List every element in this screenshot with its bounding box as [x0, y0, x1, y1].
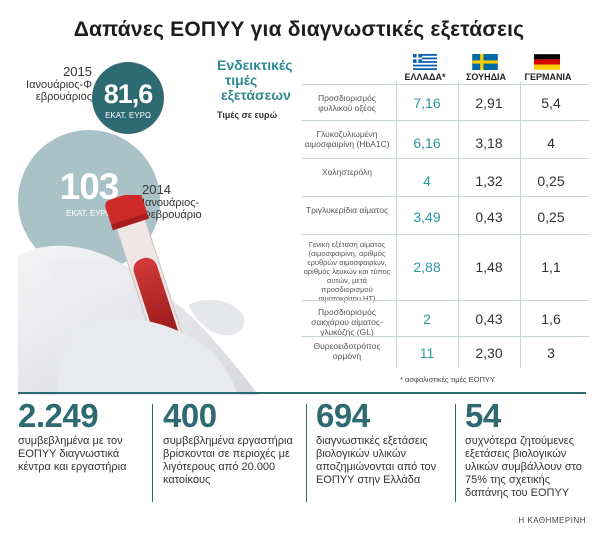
table-row: Χοληστερόλη 4 1,32 0,25 [301, 158, 589, 197]
indicative-title-line2: τιμές [225, 72, 258, 88]
column-header-germany: ΓΕΡΜΑΝΙΑ [524, 72, 572, 82]
stat-block: 54 συχνότερα ζητούμενες εξετάσεις βιολογ… [465, 398, 590, 500]
stat-block: 2.249 συμβεβλημένα με τον ΕΟΠΥΥ διαγνωστ… [18, 398, 146, 474]
table-row: Θυρεοειδοτρόπος ορμόνη 11 2,30 3 [301, 336, 589, 369]
indicative-prices-title: Ενδεικτικές τιμές εξετάσεων [217, 58, 293, 103]
table-row: Γλυκοζυλιωμένη αιμοσφαιρίνη (HbA1C) 6,16… [301, 120, 589, 159]
stat-text: συχνότερα ζητούμενες εξετάσεις βιολογικώ… [465, 435, 582, 499]
indicative-title-line3: εξετάσεων [221, 87, 291, 103]
year-label-2015: 2015 Ιανουάριος-Φεβρουάριος [18, 64, 92, 103]
germany-flag-icon [534, 54, 560, 70]
table-row: Προσδιορισμός φυλλικού οξέος 7,16 2,91 5… [301, 84, 589, 121]
row-label: Προσδιορισμός φυλλικού οξέος [318, 93, 376, 113]
value-germany: 0,25 [537, 209, 565, 225]
value-sweden: 2,91 [475, 95, 503, 111]
year-2014: 2014 [142, 182, 171, 197]
value-sweden: 0,43 [475, 209, 503, 225]
divider-line [18, 392, 586, 394]
stat-text: συμβεβλημένα εργαστήρια βρίσκονται σε πε… [163, 435, 293, 486]
row-label: Τριγλυκερίδια αίματος [305, 205, 389, 215]
column-divider [520, 82, 521, 368]
footnote: * ασφαλιστικές τιμές ΕΟΠΥΥ [400, 375, 495, 384]
value-greece: 6,16 [413, 135, 441, 151]
sweden-flag-icon [472, 54, 498, 70]
unit-2014: ΕΚΑΤ. ΕΥΡΩ [66, 209, 112, 218]
value-germany: 5,4 [541, 95, 561, 111]
column-divider [455, 404, 456, 502]
value-greece: 11 [419, 345, 435, 361]
stat-block: 694 διαγνωστικές εξετάσεις βιολογικών υλ… [316, 398, 448, 487]
stat-text: διαγνωστικές εξετάσεις βιολογικών υλικών… [316, 435, 437, 486]
period-2015: Ιανουάριος-Φεβρουάριος [26, 79, 92, 103]
table-row: Τριγλυκερίδια αίματος 3,49 0,43 0,25 [301, 196, 589, 235]
stat-value: 694 [316, 397, 370, 434]
value-germany: 1,1 [541, 259, 561, 275]
row-label: Γλυκοζυλιωμένη αιμοσφαιρίνη (HbA1C) [304, 129, 390, 149]
value-germany: 3 [547, 345, 555, 361]
column-header-greece: ΕΛΛΑΔΑ* [404, 72, 446, 82]
stat-block: 400 συμβεβλημένα εργαστήρια βρίσκονται σ… [163, 398, 298, 487]
value-germany: 4 [547, 135, 555, 151]
table-row: Προσδιορισμός σακχάρου αίματος-γλυκόζης … [301, 300, 589, 337]
indicative-subtitle: Τιμές σε ευρώ [217, 110, 278, 120]
indicative-title-line1: Ενδεικτικές [217, 57, 293, 73]
row-label: Χοληστερόλη [322, 167, 372, 177]
row-label: Θυρεοειδοτρόπος ορμόνη [313, 341, 381, 361]
page-title: Δαπάνες ΕΟΠΥΥ για διαγνωστικές εξετάσεις [73, 18, 525, 41]
stat-text: συμβεβλημένα με τον ΕΟΠΥΥ διαγνωστικά κέ… [18, 435, 127, 473]
year-label-2014: 2014 Ιανουάριος-Φεβρουάριος [142, 182, 222, 233]
newspaper-credit: Η ΚΑΘΗΜΕΡΙΝΗ [518, 516, 586, 525]
bubble-2015: 81,6 ΕΚΑΤ. ΕΥΡΩ [92, 62, 164, 134]
greece-flag-icon [413, 54, 437, 70]
value-sweden: 0,43 [475, 311, 503, 327]
column-divider [458, 82, 459, 368]
value-sweden: 1,32 [475, 173, 503, 189]
value-germany: 0,25 [537, 173, 565, 189]
value-sweden: 1,48 [475, 259, 503, 275]
value-greece: 4 [423, 173, 431, 189]
row-label: Γενική εξέταση αίματος (αιμοσφαιρίνη, αρ… [303, 240, 391, 303]
value-germany: 1,6 [541, 311, 561, 327]
unit-2015: ΕΚΑΤ. ΕΥΡΩ [105, 111, 151, 120]
stat-value: 400 [163, 397, 217, 434]
column-divider [396, 82, 397, 368]
column-header-sweden: ΣΟΥΗΔΙΑ [465, 72, 507, 82]
column-divider [152, 404, 153, 502]
value-greece: 2 [423, 311, 431, 327]
period-2014: Ιανουάριος-Φεβρουάριος [142, 197, 202, 233]
blood-sample-photo [18, 195, 258, 395]
stat-value: 54 [465, 397, 501, 434]
value-sweden: 3,18 [475, 135, 503, 151]
value-greece: 2,88 [413, 259, 441, 275]
value-greece: 3,49 [413, 209, 441, 225]
value-sweden: 2,30 [475, 345, 503, 361]
value-2015: 81,6 [103, 79, 154, 109]
value-greece: 7,16 [413, 95, 441, 111]
stat-value: 2.249 [18, 397, 99, 434]
row-label: Προσδιορισμός σακχάρου αίματος-γλυκόζης … [311, 307, 383, 337]
table-row: Γενική εξέταση αίματος (αιμοσφαιρίνη, αρ… [301, 234, 589, 303]
column-divider [306, 404, 307, 502]
year-2015: 2015 [63, 64, 92, 79]
